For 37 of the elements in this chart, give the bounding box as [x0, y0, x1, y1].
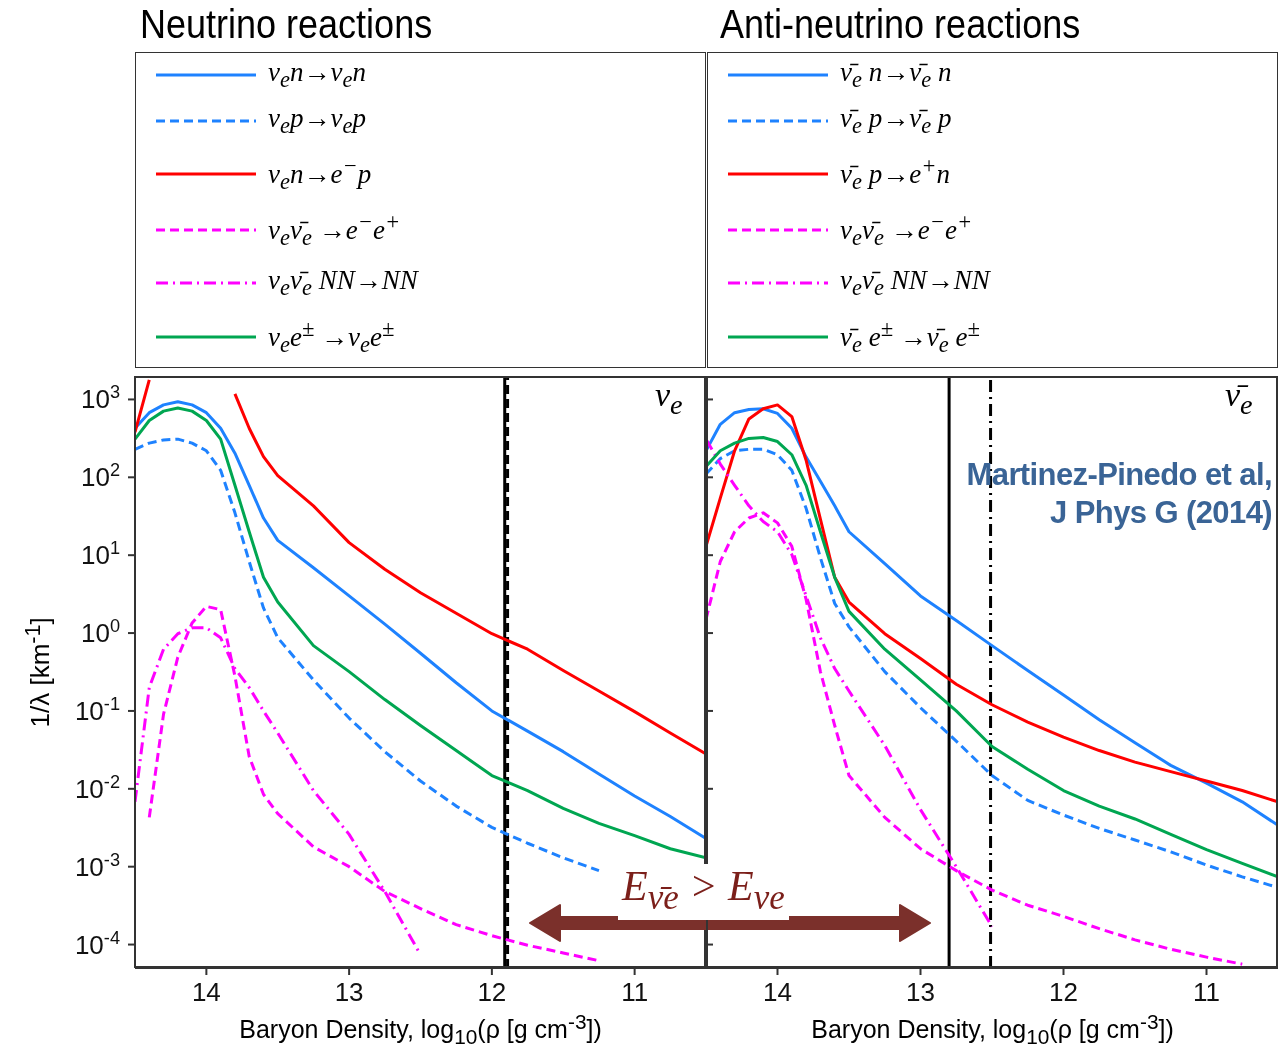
line-series	[135, 437, 601, 873]
legend-label: ν̄$_{e}$ n→ν̄$_{e}$ n	[840, 56, 952, 94]
x-tick-label: 13	[906, 977, 935, 1007]
legend-label: ν$_{e}$p→ν$_{e}$p	[268, 102, 366, 140]
legend-label: ν̄$_{e}$ e$^{±}$ →ν̄$_{e}$ e$^{±}$	[840, 315, 980, 359]
legend-label: ν$_{e}$n→e$^{−}$p	[268, 152, 372, 196]
chart-title: Anti-neutrino reactions	[720, 2, 1081, 47]
legend-label: ν$_{e}$ν̄$_{e}$ →e$^{−}$e$^{+}$	[840, 208, 973, 252]
y-tick-label: 10$^{3}$	[80, 382, 120, 415]
legend-label: ν$_{e}$ν̄$_{e}$ →e$^{−}$e$^{+}$	[268, 208, 401, 252]
y-tick-label: 10$^{2}$	[80, 460, 120, 493]
annotation: Martinez-Pinedo et al, J Phys G (2014)	[965, 456, 1272, 532]
x-axis-title: Baryon Density, log$_{10}$(ρ [g cm$^{-3}$])	[810, 1010, 1175, 1050]
y-tick-label: 10$^{-4}$	[74, 927, 120, 960]
legend-label: ν$_{e}$ν̄$_{e}$ NN→NN	[268, 264, 418, 302]
chart-title: Neutrino reactions	[140, 2, 433, 47]
legend-label: ν̄$_{e}$ p→e$^{+}$n	[840, 152, 950, 196]
y-tick-label: 10$^{-2}$	[74, 771, 120, 804]
legend-label: ν$_{e}$e$^{±}$ →ν$_{e}$e$^{±}$	[268, 315, 395, 359]
y-tick-label: 10$^{-3}$	[74, 849, 120, 882]
y-tick-label: 10$^{0}$	[80, 616, 120, 649]
x-tick-label: 12	[1049, 977, 1078, 1007]
x-tick-label: 14	[763, 977, 792, 1007]
x-tick-label: 14	[191, 977, 221, 1007]
legend-label: ν$_{e}$ν̄$_{e}$ NN→NN	[840, 264, 990, 302]
x-tick-label: 11	[1193, 977, 1220, 1007]
annotation: E$_{ν̄e}$ > E$_{νe}$	[618, 863, 789, 921]
x-tick-label: 13	[334, 977, 364, 1007]
annotation: ν̄$_{e}$	[1225, 376, 1253, 421]
x-axis-title: Baryon Density, log$_{10}$(ρ [g cm$^{-3}$])	[238, 1010, 603, 1050]
y-tick-label: 10$^{1}$	[80, 538, 120, 571]
legend-label: ν$_{e}$n→ν$_{e}$n	[268, 56, 366, 94]
x-tick-label: 11	[621, 977, 649, 1007]
x-tick-label: 12	[477, 977, 507, 1007]
y-tick-label: 10$^{-1}$	[74, 693, 120, 726]
annotation: ν$_{e}$	[655, 376, 683, 421]
legend-label: ν̄$_{e}$ p→ν̄$_{e}$ p	[840, 102, 952, 140]
